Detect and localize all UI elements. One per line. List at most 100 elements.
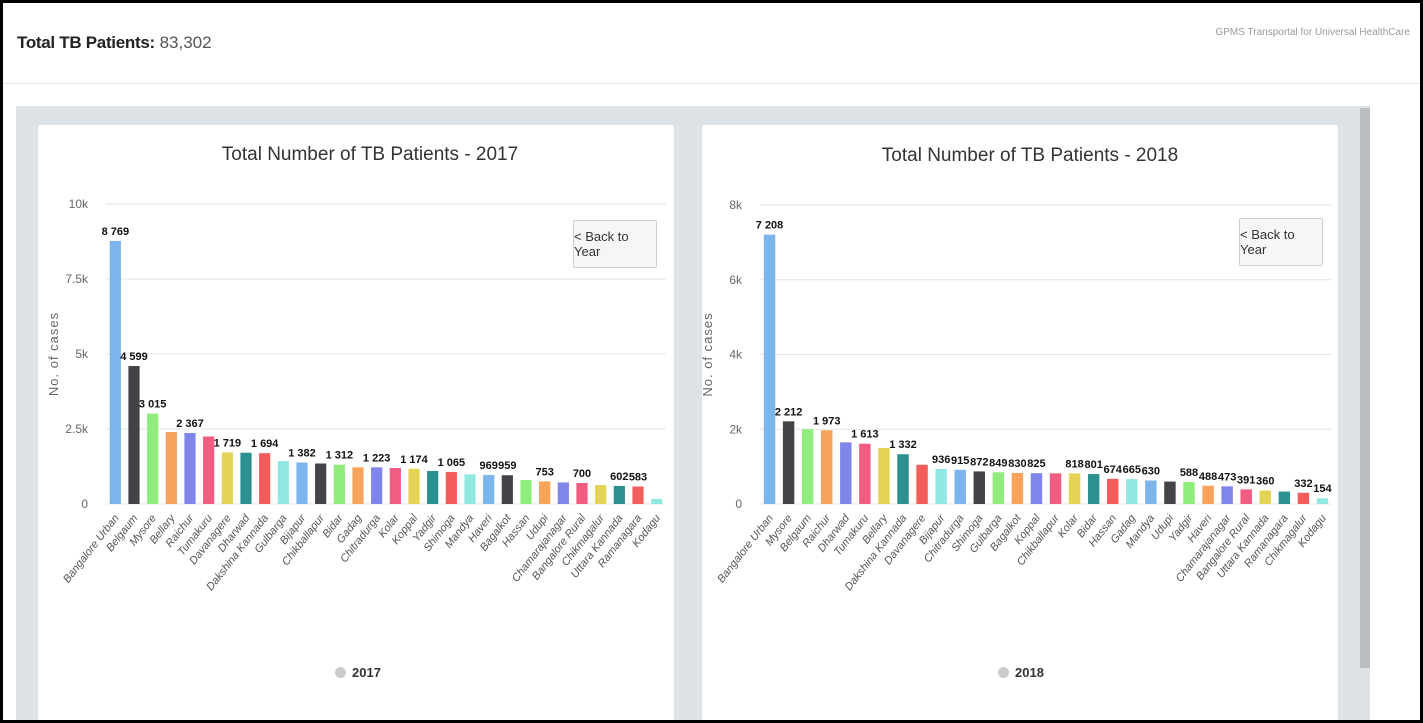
y-tick-label: 6k (729, 273, 743, 287)
bar[interactable] (464, 474, 476, 504)
bar[interactable] (1107, 478, 1119, 504)
chart-2018: Total Number of TB Patients - 2018 No. of… (702, 145, 1333, 593)
data-label: 602 (610, 471, 628, 483)
bar[interactable] (1068, 473, 1081, 504)
bar[interactable] (1164, 481, 1176, 504)
bar[interactable] (935, 469, 947, 504)
bar[interactable] (1316, 498, 1329, 504)
data-label: 872 (970, 456, 988, 468)
bar[interactable] (1202, 485, 1214, 504)
bar[interactable] (501, 475, 513, 504)
bar[interactable] (821, 430, 833, 504)
bar[interactable] (801, 429, 814, 504)
bar[interactable] (408, 468, 420, 504)
data-label: 391 (1237, 474, 1255, 486)
bar[interactable] (1030, 473, 1043, 504)
chart-panel-2018: Total Number of TB Patients - 2018 No. of… (702, 125, 1338, 720)
bar[interactable] (763, 234, 776, 504)
chart-title: Total Number of TB Patients - 2017 (222, 144, 518, 165)
data-label: 3 015 (139, 399, 167, 411)
bar[interactable] (128, 366, 140, 504)
bar[interactable] (333, 464, 345, 504)
bar[interactable] (613, 485, 625, 504)
bar[interactable] (878, 447, 890, 504)
bar[interactable] (240, 452, 252, 504)
vertical-scrollbar[interactable] (1360, 108, 1370, 668)
back-to-year-button[interactable]: < Back to Year (573, 220, 657, 268)
bar[interactable] (109, 240, 121, 504)
bar[interactable] (1049, 473, 1062, 504)
bar[interactable] (389, 468, 401, 504)
bar[interactable] (651, 498, 663, 504)
y-axis-label: No. of cases (702, 312, 715, 396)
data-label: 1 694 (251, 438, 279, 450)
legend-dot (335, 667, 346, 678)
data-label: 2 367 (176, 418, 204, 430)
bar[interactable] (445, 472, 457, 504)
total-patients-label: Total TB Patients: (17, 33, 155, 52)
bar[interactable] (782, 421, 795, 504)
y-tick-label: 0 (735, 497, 742, 511)
data-label: 801 (1084, 459, 1102, 471)
bar[interactable] (1297, 492, 1310, 504)
bar[interactable] (184, 432, 196, 504)
legend-2018[interactable]: 2018 (998, 665, 1044, 680)
bar[interactable] (840, 442, 852, 504)
data-label: 969 (479, 460, 497, 472)
bar[interactable] (147, 413, 159, 504)
bar[interactable] (203, 436, 215, 505)
bar[interactable] (483, 474, 495, 504)
y-tick-label: 2.5k (65, 422, 89, 436)
data-label: 830 (1008, 458, 1026, 470)
data-label: 665 (1123, 464, 1141, 476)
bar[interactable] (1145, 480, 1157, 504)
bar[interactable] (277, 461, 289, 504)
back-to-year-button[interactable]: < Back to Year (1239, 218, 1323, 266)
bar[interactable] (632, 486, 644, 504)
bar[interactable] (1278, 491, 1291, 504)
bar[interactable] (296, 462, 308, 504)
bar[interactable] (352, 467, 364, 504)
bar[interactable] (539, 481, 551, 504)
bar[interactable] (221, 452, 233, 504)
bar[interactable] (1240, 489, 1252, 504)
bar[interactable] (1011, 472, 1024, 504)
total-patients: Total TB Patients: 83,302 (17, 33, 212, 53)
data-label: 753 (535, 466, 553, 478)
data-label: 700 (573, 468, 591, 480)
bar[interactable] (165, 432, 177, 504)
bar[interactable] (916, 464, 928, 504)
y-tick-label: 4k (729, 348, 743, 362)
legend-dot (998, 667, 1009, 678)
bar[interactable] (595, 485, 607, 504)
legend-label: 2017 (352, 665, 381, 680)
bar[interactable] (1087, 474, 1100, 504)
bar[interactable] (1259, 490, 1271, 504)
data-label: 959 (498, 460, 516, 472)
y-tick-label: 8k (729, 198, 743, 212)
data-label: 936 (932, 454, 950, 466)
data-label: 583 (629, 472, 647, 484)
bar[interactable] (576, 483, 588, 504)
bar[interactable] (557, 482, 569, 504)
chart-2017: Total Number of TB Patients - 2017 No. of… (46, 144, 666, 593)
bar[interactable] (371, 467, 383, 504)
bar[interactable] (1221, 486, 1233, 504)
bar[interactable] (315, 463, 327, 505)
bar[interactable] (992, 472, 1005, 504)
bar[interactable] (973, 471, 985, 504)
chart-title: Total Number of TB Patients - 2018 (882, 145, 1178, 166)
bar[interactable] (520, 480, 532, 504)
legend-label: 2018 (1015, 665, 1044, 680)
legend-2017[interactable]: 2017 (335, 665, 381, 680)
bar[interactable] (1126, 479, 1138, 504)
bar[interactable] (954, 469, 966, 504)
bar[interactable] (1183, 482, 1195, 504)
bar[interactable] (259, 453, 271, 504)
data-label: 915 (951, 455, 969, 467)
bar[interactable] (427, 471, 439, 504)
bar[interactable] (897, 454, 909, 504)
data-label: 8 769 (102, 226, 130, 238)
bar[interactable] (859, 443, 871, 504)
